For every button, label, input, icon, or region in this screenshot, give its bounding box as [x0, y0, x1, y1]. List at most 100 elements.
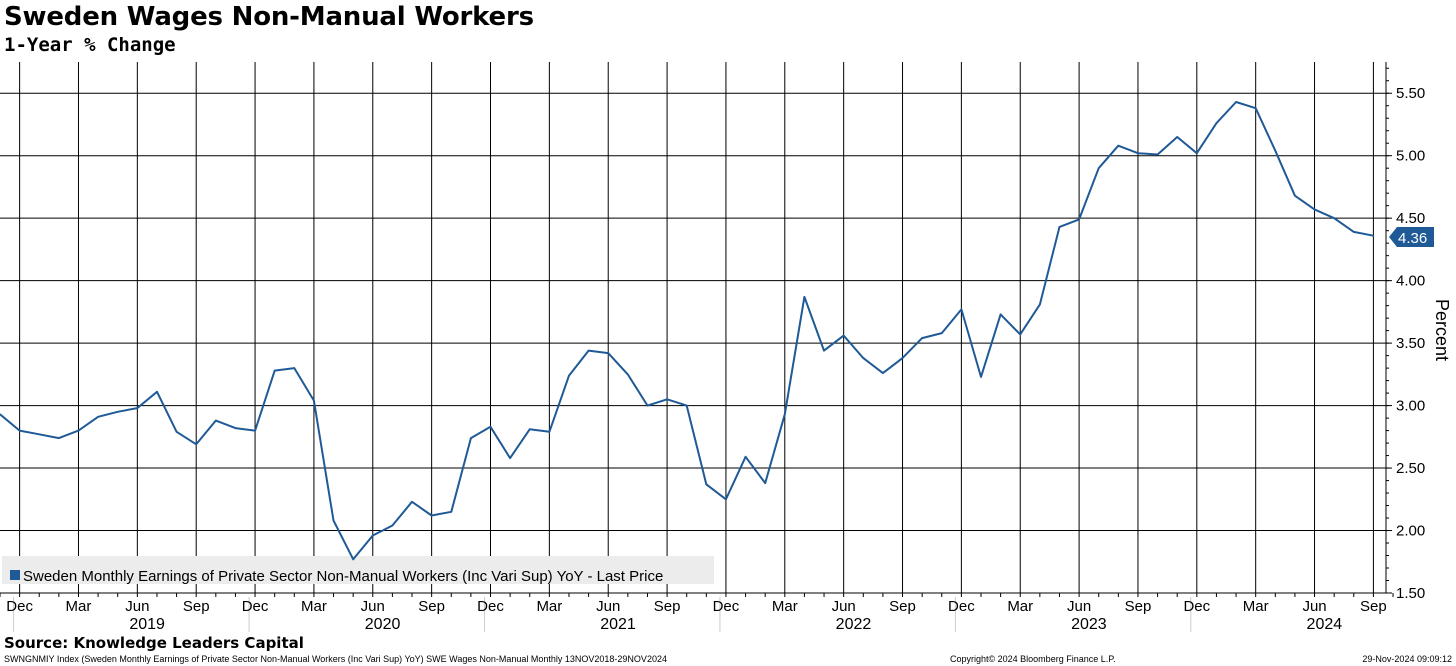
data-point	[450, 511, 453, 513]
data-point	[1196, 152, 1198, 154]
x-tick-label: Jun	[596, 598, 620, 615]
data-point	[489, 426, 492, 428]
x-tick-label: Jun	[1067, 598, 1091, 615]
data-point	[391, 524, 394, 527]
y-tick-label: 1.50	[1396, 585, 1425, 602]
x-year-label: 2021	[600, 616, 636, 633]
data-point	[587, 349, 590, 352]
x-tick-label: Jun	[125, 598, 149, 615]
data-point	[136, 407, 139, 409]
data-point	[1372, 234, 1375, 237]
data-point	[1117, 144, 1120, 147]
y-tick-label: 3.00	[1396, 398, 1425, 415]
x-tick-label: Sep	[183, 598, 210, 615]
data-point	[372, 534, 374, 537]
data-point	[1333, 217, 1335, 219]
data-point	[430, 514, 433, 517]
legend: Sweden Monthly Earnings of Private Secto…	[2, 556, 714, 585]
series-line	[0, 101, 1374, 561]
x-tick-label: Dec	[6, 598, 33, 615]
data-point	[764, 482, 766, 484]
data-point	[627, 373, 629, 376]
footer-copyright: Copyright© 2024 Bloomberg Finance L.P.	[950, 654, 1116, 664]
data-point	[77, 429, 80, 432]
data-point	[156, 391, 158, 393]
data-point	[568, 374, 570, 377]
y-tick-label: 2.00	[1396, 523, 1425, 540]
data-point	[685, 404, 688, 407]
data-point	[313, 399, 315, 402]
y-tick-label: 3.50	[1396, 335, 1425, 352]
x-tick-label: Mar	[1007, 598, 1033, 615]
y-tick-label: 5.00	[1396, 148, 1425, 165]
data-point	[528, 428, 531, 431]
data-point	[1353, 231, 1355, 233]
x-tick-label: Dec	[1183, 598, 1210, 615]
grid-lines	[0, 62, 1386, 594]
data-point	[509, 457, 511, 459]
data-point	[0, 413, 1, 416]
data-point	[1254, 107, 1257, 109]
y-tick-label: 5.50	[1396, 85, 1425, 102]
tick-labels: 1.50 2.00 2.50 3.00 3.50 4.00 4.50 5.00 5.50 Dec M…	[6, 85, 1425, 633]
x-tick-label: Mar	[772, 598, 798, 615]
legend-background	[2, 556, 714, 584]
y-axis-label: Percent	[1432, 299, 1452, 361]
x-tick-label: Sep	[1360, 598, 1387, 615]
data-point	[941, 332, 943, 334]
data-point	[352, 558, 355, 561]
data-point	[999, 313, 1002, 316]
x-tick-label: Jun	[361, 598, 385, 615]
data-point	[254, 429, 256, 432]
data-point	[607, 352, 609, 354]
x-tick-label: Mar	[66, 598, 92, 615]
data-point	[97, 416, 99, 418]
y-tick-label: 2.50	[1396, 460, 1425, 477]
data-point	[1294, 194, 1296, 197]
x-tick-label: Jun	[832, 598, 856, 615]
data-point	[548, 431, 551, 433]
x-year-label: 2020	[365, 616, 401, 633]
series-layer	[0, 101, 1375, 561]
data-point	[273, 369, 276, 372]
data-point	[38, 433, 40, 436]
x-tick-label: Jun	[1302, 598, 1326, 615]
legend-label: Sweden Monthly Earnings of Private Secto…	[23, 568, 663, 585]
data-point	[803, 296, 806, 298]
data-point	[784, 413, 786, 416]
data-point	[411, 501, 413, 503]
last-value-tag: 4.36	[1389, 227, 1434, 247]
data-point	[960, 308, 963, 311]
data-point	[58, 437, 60, 439]
data-point	[823, 349, 825, 352]
data-point	[1215, 122, 1218, 124]
last-value-tag-shape	[1389, 227, 1434, 247]
x-year-label: 2023	[1071, 616, 1107, 633]
axes	[0, 62, 1394, 632]
data-point	[1039, 303, 1041, 306]
data-point	[18, 429, 21, 432]
source-note: Source: Knowledge Leaders Capital	[4, 634, 304, 652]
data-point	[744, 456, 747, 458]
x-tick-label: Sep	[418, 598, 445, 615]
data-point	[842, 334, 845, 337]
data-point	[215, 419, 217, 422]
footer-index-description: SWNGNMIY Index (Sweden Monthly Earnings …	[4, 654, 667, 664]
x-year-label: 2022	[836, 616, 872, 633]
data-point	[1235, 101, 1237, 103]
x-year-label: 2024	[1307, 616, 1343, 633]
data-point	[116, 411, 119, 413]
data-point	[1097, 167, 1100, 169]
data-point	[1137, 152, 1139, 154]
footer-timestamp: 29-Nov-2024 09:09:12	[1362, 654, 1452, 664]
x-tick-label: Sep	[1125, 598, 1152, 615]
x-tick-label: Mar	[301, 598, 327, 615]
data-point	[195, 443, 197, 446]
data-point	[1274, 149, 1277, 152]
data-point	[705, 483, 708, 486]
data-point	[980, 376, 982, 378]
legend-swatch	[10, 570, 20, 580]
data-point	[1313, 208, 1316, 211]
data-point	[725, 498, 727, 501]
